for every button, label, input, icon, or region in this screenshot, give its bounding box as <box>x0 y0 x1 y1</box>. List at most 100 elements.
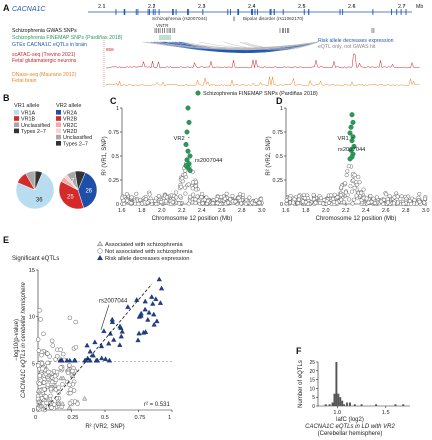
gene-exons <box>115 9 407 15</box>
x-tick-label: 2.8 <box>402 208 410 214</box>
scale-tick-label: 2.1 <box>98 4 106 10</box>
legend-title: VR1 allele <box>14 103 40 109</box>
eqtl-triangle-blue <box>106 357 113 363</box>
snp-point <box>407 199 412 204</box>
annotation-label: VR1 <box>338 136 349 142</box>
eqtl-circle <box>42 387 47 392</box>
gtex-arc-grey <box>156 41 319 49</box>
snp-point <box>391 201 396 206</box>
y-axis-label: R² (VR2, SNP) <box>266 136 272 175</box>
eqtl-circle <box>54 395 59 401</box>
snp-point <box>311 192 316 197</box>
legend-label: VR2D <box>63 129 77 135</box>
exon <box>175 9 177 15</box>
annotation-label: VR2 <box>174 136 185 142</box>
legend-swatch <box>56 141 61 146</box>
exon <box>308 9 310 15</box>
snp-point <box>186 201 191 206</box>
eqtl-circle <box>39 352 44 358</box>
legend-label: Risk allele decreases expression <box>105 256 189 262</box>
snp-point <box>372 201 377 206</box>
finemap-point <box>349 138 355 144</box>
exon <box>339 9 341 15</box>
histogram-bar <box>348 402 351 406</box>
exon <box>342 9 344 15</box>
annotation-label: rs2007044 <box>195 158 223 164</box>
snp-point <box>219 194 224 199</box>
label-separator: || <box>233 16 235 21</box>
finemap-point <box>187 153 193 159</box>
eqtl-circle <box>58 365 63 370</box>
snp-point <box>164 195 169 200</box>
exon <box>396 9 398 15</box>
finemap-point <box>348 124 354 130</box>
snp-point <box>284 198 289 203</box>
eqtl-circle <box>49 405 54 410</box>
histogram-bar <box>402 404 405 406</box>
snp-point <box>257 200 262 205</box>
y-tick-label: 20 <box>309 369 315 375</box>
finemap-point <box>183 163 189 169</box>
eqtl-circle <box>37 373 43 378</box>
legend-marker-assoc <box>97 240 103 247</box>
x-tick-label: 0.75 <box>135 415 146 421</box>
eqtl-circle <box>37 308 42 313</box>
snp-point <box>188 194 193 199</box>
eqtl-triangle-blue <box>135 337 141 343</box>
gtex-arc-grey <box>182 41 319 49</box>
eqtl-triangle-blue <box>71 357 77 363</box>
bd-snp-label: Bipolar disorder (rs11062170) <box>243 16 304 21</box>
track-label-gwas: Schizophrenia GWAS SNPs <box>12 28 77 34</box>
snp-point <box>417 199 422 204</box>
scz-snp-label: Schizophrenia (rs2007044) <box>152 16 208 21</box>
snp-point <box>193 180 198 185</box>
exon <box>273 9 275 15</box>
x-tick-label: 2.6 <box>218 208 226 214</box>
snp-point <box>214 197 219 202</box>
y-tick-label: 15 <box>309 378 315 384</box>
snp-point <box>342 200 347 205</box>
y-tick-label: 0 <box>312 404 315 410</box>
x-tick-label: 2.4 <box>198 208 206 214</box>
snp-point <box>351 197 356 202</box>
panel-c-letter: C <box>110 96 117 106</box>
snp-point <box>287 196 292 201</box>
eqtl-circle <box>56 390 62 395</box>
eqtl-triangle-blue <box>87 348 93 354</box>
snp-point <box>352 173 357 178</box>
eqtl-triangle-blue <box>111 337 117 342</box>
snp-point <box>338 193 343 198</box>
histogram-bar <box>339 397 342 406</box>
scale-unit: Mb <box>416 4 423 10</box>
exon <box>303 9 305 15</box>
snp-point <box>300 199 305 204</box>
snp-point <box>385 200 390 205</box>
x-tick-label: 1.6 <box>282 208 290 214</box>
x-axis-label-3: (Cerebellar hemisphere) <box>318 431 383 437</box>
pie-label: 7 <box>71 178 75 184</box>
legend-swatch <box>56 134 61 140</box>
legend-title: Significant eQTLs <box>12 256 59 262</box>
annotation-label: rs2007044 <box>338 147 366 153</box>
legend-label: Types 2–7 <box>63 141 88 147</box>
legend-swatch <box>56 128 61 134</box>
eqtl-circle <box>67 400 73 406</box>
snp-point <box>154 201 159 206</box>
snp-point <box>159 200 164 205</box>
eqtl-triangle-blue <box>153 296 159 302</box>
eqtl-triangle-blue <box>157 300 164 305</box>
eqtl-circle <box>47 354 52 359</box>
legend-label: Unclassified <box>63 135 92 141</box>
snp-point <box>200 201 205 206</box>
snp-point <box>385 197 390 202</box>
eqtl-triangle-blue <box>84 342 90 348</box>
histogram-bar <box>324 404 327 406</box>
legend-label: Types 2–7 <box>21 129 46 135</box>
eqtl-triangle-blue <box>92 339 98 345</box>
pie-slice <box>15 172 55 210</box>
finemap-point <box>185 148 191 154</box>
snp-point <box>129 201 134 206</box>
eqtl-triangle-open <box>70 373 76 379</box>
x-tick-label: 2.4 <box>362 208 370 214</box>
legend-swatch <box>14 110 19 115</box>
